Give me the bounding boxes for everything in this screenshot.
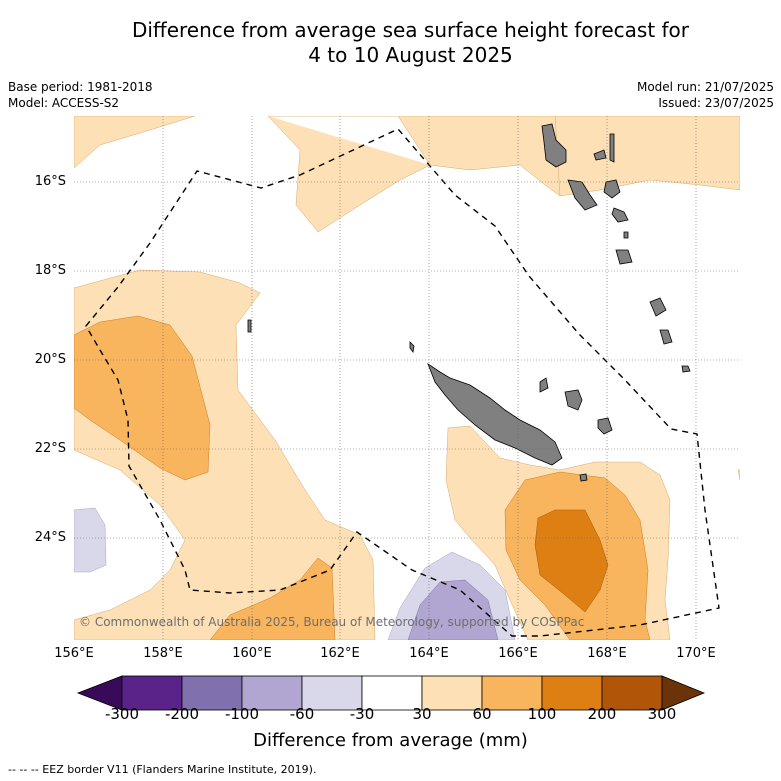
eez-legend-text: -- -- -- EEZ border V11 (Flanders Marine… <box>8 763 317 776</box>
base-period: Base period: 1981-2018 <box>8 80 153 94</box>
lon-label-168e: 168°E <box>587 646 627 661</box>
loyalty-island-2 <box>597 417 613 435</box>
lon-label-158e: 158°E <box>143 646 183 661</box>
colorbar-bin-2 <box>181 675 243 711</box>
vanuatu-small-2 <box>609 133 615 163</box>
colorbar-bin-3 <box>241 675 303 711</box>
colorbar-bin-6 <box>421 675 483 711</box>
lon-label-166e: 166°E <box>498 646 538 661</box>
belep-islands <box>409 341 415 353</box>
contour-neg30-60-west <box>74 507 107 573</box>
lon-label-160e: 160°E <box>232 646 272 661</box>
colorbar <box>76 675 706 711</box>
colorbar-tick-30: 30 <box>412 705 432 723</box>
islet-west <box>247 319 252 333</box>
lon-label-156e: 156°E <box>54 646 94 661</box>
vanuatu-aneityum <box>623 231 629 239</box>
contour-30-60-ne <box>554 116 740 197</box>
contour-100-200 <box>534 509 609 613</box>
lon-label-162e: 162°E <box>320 646 360 661</box>
colorbar-tick-neg60: -60 <box>289 705 315 723</box>
gridlines <box>74 116 740 640</box>
title-line-2: 4 to 10 August 2025 <box>308 43 513 67</box>
vanuatu-espiritu-santo <box>541 123 567 168</box>
colorbar-extend-high <box>661 675 706 711</box>
lat-label-18s: 18°S <box>34 263 66 278</box>
contour-60-100-sw <box>209 557 336 640</box>
loyalty-island-3 <box>539 377 549 393</box>
vanuatu-erromango <box>611 207 629 223</box>
lat-label-24s: 24°S <box>34 530 66 545</box>
colorbar-title: Difference from average (mm) <box>253 730 528 751</box>
island-east-1 <box>649 297 667 317</box>
chart-title: Difference from average sea surface heig… <box>0 18 781 68</box>
colorbar-tick-200: 200 <box>587 705 617 723</box>
colorbar-bin-4 <box>301 675 363 711</box>
meta-left: Base period: 1981-2018 Model: ACCESS-S2 <box>8 79 153 111</box>
colorbar-tick-60: 60 <box>472 705 492 723</box>
loyalty-island-1 <box>564 389 583 411</box>
isle-of-pines <box>579 473 588 482</box>
lon-label-164e: 164°E <box>409 646 449 661</box>
issued-date: Issued: 23/07/2025 <box>658 96 774 110</box>
colorbar-bin-5 <box>361 675 423 711</box>
model-run: Model run: 21/07/2025 <box>636 80 774 94</box>
colorbar-bin-1 <box>121 675 183 711</box>
vanuatu-small-1 <box>593 149 607 161</box>
colorbar-tick-neg30: -30 <box>349 705 375 723</box>
contour-neg60-100-south <box>407 579 499 640</box>
colorbar-tick-neg300: -300 <box>104 705 140 723</box>
colorbar-bin-7 <box>481 675 543 711</box>
lon-label-170e: 170°E <box>676 646 716 661</box>
colorbar-tick-100: 100 <box>527 705 557 723</box>
title-line-1: Difference from average sea surface heig… <box>131 18 690 42</box>
lat-label-16s: 16°S <box>34 174 66 189</box>
meta-right: Model run: 21/07/2025 Issued: 23/07/2025 <box>637 79 774 111</box>
contour-30-60-north-central <box>267 116 561 233</box>
island-east-3 <box>681 365 691 373</box>
contour-60-100-west <box>74 315 211 481</box>
colorbar-tick-300: 300 <box>647 705 677 723</box>
vanuatu-efate <box>603 179 621 199</box>
contour-30-60-north <box>74 116 196 169</box>
map-contours <box>74 116 740 640</box>
vanuatu-tanna <box>615 249 633 265</box>
model-name: Model: ACCESS-S2 <box>8 96 120 110</box>
colorbar-tick-neg200: -200 <box>164 705 200 723</box>
contour-30-60-east-edge <box>737 469 740 481</box>
colorbar-tick-neg100: -100 <box>224 705 260 723</box>
new-caledonia-land <box>427 362 563 466</box>
lat-label-22s: 22°S <box>34 441 66 456</box>
eez-border-line <box>85 128 720 637</box>
copyright-text: © Commonwealth of Australia 2025, Bureau… <box>79 615 584 629</box>
island-east-2 <box>659 329 673 345</box>
colorbar-bin-8 <box>541 675 603 711</box>
lat-label-20s: 20°S <box>34 352 66 367</box>
